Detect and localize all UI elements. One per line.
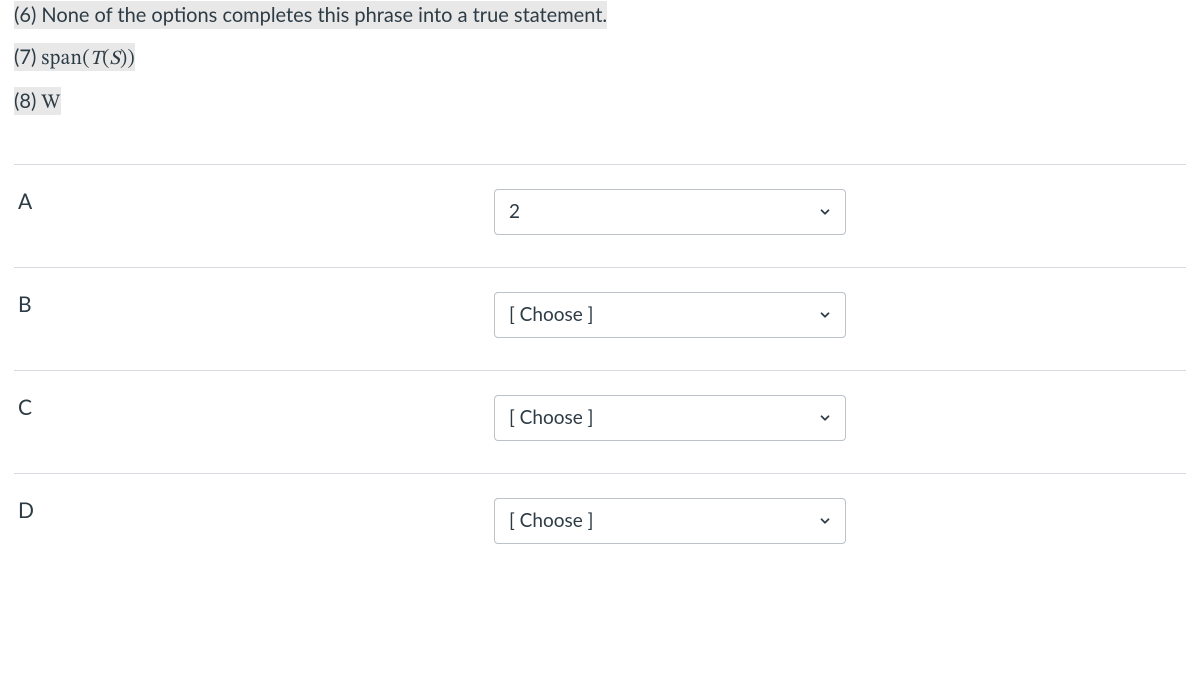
statement-6: (6) None of the options completes this p… <box>14 0 1186 30</box>
match-row-c: C [ Choose ] <box>14 370 1186 473</box>
statement-8-text: (8) W <box>14 87 61 115</box>
match-row-d: D [ Choose ] <box>14 473 1186 557</box>
statement-7-text: (7) span(T(S)) <box>14 43 135 71</box>
statement-6-text: (6) None of the options completes this p… <box>14 1 607 29</box>
select-wrap-a: 2 <box>494 189 846 235</box>
match-label-a: A <box>14 189 494 214</box>
select-wrap-b: [ Choose ] <box>494 292 846 338</box>
match-label-c: C <box>14 395 494 420</box>
match-control-b: [ Choose ] <box>494 292 846 338</box>
match-control-a: 2 <box>494 189 846 235</box>
select-a[interactable]: 2 <box>494 189 846 235</box>
select-c[interactable]: [ Choose ] <box>494 395 846 441</box>
match-label-d: D <box>14 498 494 523</box>
select-wrap-c: [ Choose ] <box>494 395 846 441</box>
select-d[interactable]: [ Choose ] <box>494 498 846 544</box>
match-row-b: B [ Choose ] <box>14 267 1186 370</box>
match-row-a: A 2 <box>14 164 1186 267</box>
match-label-b: B <box>14 292 494 317</box>
statement-7: (7) span(T(S)) <box>14 42 1186 74</box>
select-b[interactable]: [ Choose ] <box>494 292 846 338</box>
match-control-d: [ Choose ] <box>494 498 846 544</box>
statement-8: (8) W <box>14 86 1186 118</box>
match-control-c: [ Choose ] <box>494 395 846 441</box>
question-body: (6) None of the options completes this p… <box>0 0 1200 577</box>
matching-area: A 2 B [ Choose ] <box>14 164 1186 557</box>
select-wrap-d: [ Choose ] <box>494 498 846 544</box>
